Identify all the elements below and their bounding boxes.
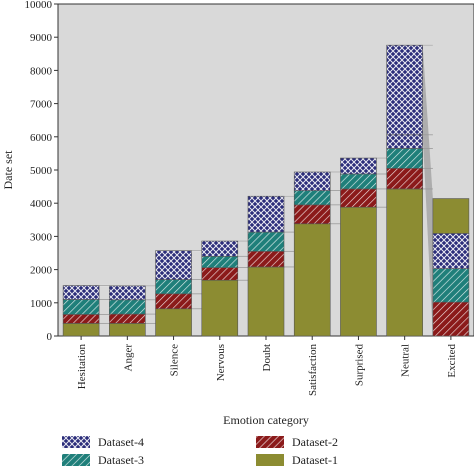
bar-segment-hatch xyxy=(201,256,239,268)
bars xyxy=(62,44,470,337)
bar-segment-hatch xyxy=(386,148,423,169)
legend-swatch xyxy=(256,454,284,466)
bar-segment-hatch xyxy=(62,285,100,300)
bar-segment-hatch xyxy=(293,190,331,206)
x-tick-label: Satisfaction xyxy=(307,344,319,396)
x-tick-label: Excited xyxy=(446,344,458,378)
bar-segment-hatch xyxy=(247,231,285,252)
legend-swatch-hatch xyxy=(62,454,90,466)
legend-swatch-hatch xyxy=(256,436,284,448)
x-tick-label: Doubt xyxy=(261,344,273,372)
connector-band xyxy=(422,45,433,336)
bar-segment-hatch xyxy=(340,188,377,208)
bar-segment xyxy=(340,207,377,336)
bar-segment-hatch xyxy=(432,301,470,337)
bar-segment xyxy=(294,223,331,336)
bar-segment-hatch xyxy=(201,267,239,281)
x-tick-label: Hesitation xyxy=(76,344,88,390)
bar-segment xyxy=(155,308,192,336)
bar-segment-hatch xyxy=(62,314,100,324)
bar-segment xyxy=(248,266,284,336)
y-tick-label: 6000 xyxy=(30,132,53,144)
bar-segment-hatch xyxy=(293,204,331,225)
legend: Dataset-4 Dataset-2 Dataset-3 Dataset-1 xyxy=(62,435,338,467)
y-tick-label: 2000 xyxy=(30,265,53,277)
bar-segment-hatch xyxy=(109,299,146,315)
bar-segment-hatch xyxy=(293,171,331,191)
bar-segment-hatch xyxy=(340,173,377,190)
legend-label: Dataset-3 xyxy=(98,453,144,467)
y-tick-label: 7000 xyxy=(30,99,53,111)
y-tick-label: 5000 xyxy=(30,165,53,177)
connector-lines xyxy=(99,44,433,336)
legend-swatch-hatch xyxy=(62,436,90,448)
legend-label: Dataset-2 xyxy=(292,435,338,449)
y-tick-label: 1000 xyxy=(30,298,53,310)
bar-segment-outline xyxy=(432,198,470,234)
bar-segment-hatch xyxy=(201,240,239,257)
bar-segment-hatch xyxy=(247,251,285,268)
y-axis-title: Date set xyxy=(1,150,15,190)
bar-segment xyxy=(63,323,100,336)
bar-segment-hatch xyxy=(386,44,423,136)
y-axis: 0 1000 2000 3000 4000 5000 6000 7000 8000 9000 100… xyxy=(25,0,58,343)
bar-segment-hatch xyxy=(155,279,192,295)
bar-segment-hatch xyxy=(386,134,423,149)
bar-segment-hatch xyxy=(386,168,423,190)
y-tick-label: 0 xyxy=(47,331,53,343)
bar-segment-hatch xyxy=(155,250,192,280)
x-tick-label: Neutral xyxy=(400,344,412,377)
x-axis: Hesitation Anger Silence Nervous Doubt Satisf… xyxy=(76,336,458,396)
legend-label: Dataset-4 xyxy=(98,435,144,449)
y-tick-label: 10000 xyxy=(25,0,53,11)
x-tick-label: Anger xyxy=(122,344,134,372)
bar-segment-hatch xyxy=(340,157,377,175)
bar-segment-hatch xyxy=(432,268,470,303)
bar-segment-hatch xyxy=(109,285,146,301)
x-tick-label: Silence xyxy=(169,344,181,376)
y-tick-label: 4000 xyxy=(30,198,53,210)
bar-segment-hatch xyxy=(432,233,470,269)
legend-label: Dataset-1 xyxy=(292,453,338,467)
bar-segment-hatch xyxy=(62,299,100,315)
bar-segment xyxy=(109,323,146,336)
bar-segment xyxy=(432,198,469,234)
y-tick-label: 8000 xyxy=(30,65,53,77)
bar-segment-hatch xyxy=(155,293,192,310)
y-tick-label: 9000 xyxy=(30,32,53,44)
bar-segment xyxy=(386,188,423,336)
x-tick-label: Surprised xyxy=(353,344,365,387)
y-tick-label: 3000 xyxy=(30,231,53,243)
bar-segment-hatch xyxy=(109,313,146,324)
x-tick-label: Nervous xyxy=(215,344,227,381)
bar-segment xyxy=(201,280,238,336)
x-axis-title: Emotion category xyxy=(223,413,309,427)
bar-segment-hatch xyxy=(247,195,285,233)
